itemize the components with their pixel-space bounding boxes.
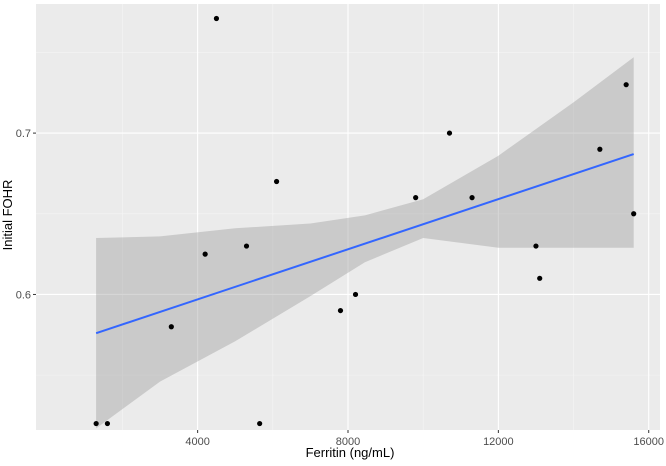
data-point <box>631 211 637 217</box>
data-point <box>446 130 453 136</box>
x-axis-ticks: 4000 8000 12000 16000 <box>185 430 664 448</box>
data-points <box>93 15 637 427</box>
y-tick-label: 0.7 <box>16 128 31 140</box>
x-tick-label: 16000 <box>633 436 664 448</box>
data-point <box>413 195 419 201</box>
data-point <box>257 420 263 427</box>
data-point <box>202 251 208 257</box>
grid-lines <box>36 4 660 430</box>
fit-line-group <box>95 153 635 335</box>
data-point <box>533 243 539 249</box>
fit-line <box>95 153 635 335</box>
y-axis-title: Initial FOHR <box>0 180 15 251</box>
data-point <box>93 420 99 427</box>
data-point <box>104 420 111 427</box>
data-point <box>213 15 220 22</box>
y-tick-label: 0.6 <box>16 289 31 301</box>
data-point <box>597 146 603 152</box>
x-axis-title: Ferritin (ng/mL) <box>306 445 395 460</box>
data-point <box>243 243 250 249</box>
x-tick-label: 4000 <box>185 436 209 448</box>
data-point <box>352 291 359 298</box>
data-point <box>537 275 543 281</box>
data-point <box>623 82 629 88</box>
data-point <box>168 324 174 330</box>
data-point <box>469 195 475 201</box>
x-tick-label: 8000 <box>336 436 360 448</box>
x-tick-label: 12000 <box>483 436 514 448</box>
data-point <box>273 178 280 185</box>
data-point <box>337 307 344 314</box>
y-axis-ticks: 0.6 0.7 <box>16 128 36 301</box>
